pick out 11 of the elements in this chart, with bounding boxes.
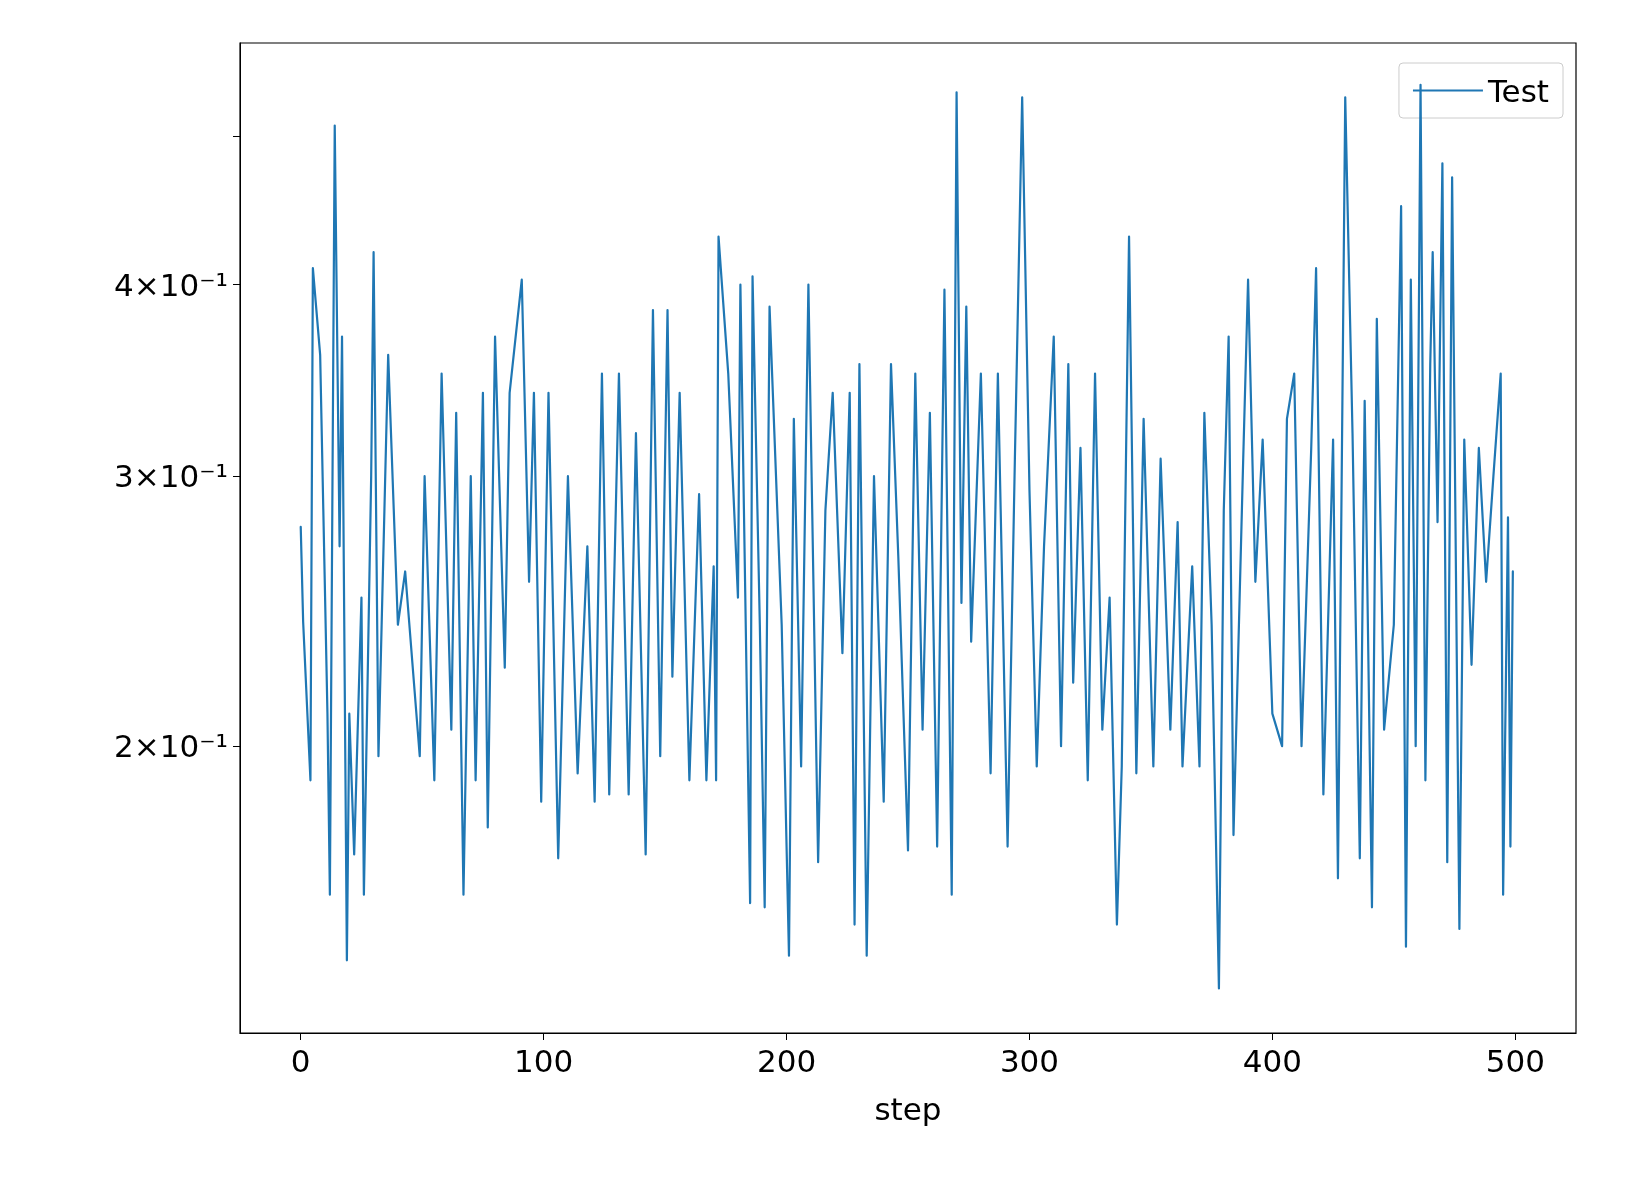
x-tick-label: 200 bbox=[756, 1042, 817, 1079]
x-tick-label: 300 bbox=[999, 1042, 1060, 1079]
x-tick-label: 0 bbox=[290, 1042, 311, 1079]
y-tick-label: 4×10⁻¹ bbox=[114, 266, 228, 303]
x-tick-label: 400 bbox=[1242, 1042, 1302, 1079]
x-tick-label: 500 bbox=[1485, 1042, 1545, 1079]
x-axis-title: step bbox=[874, 1090, 942, 1127]
legend-label: Test bbox=[1486, 72, 1549, 109]
x-tick-label: 100 bbox=[514, 1042, 574, 1079]
y-tick-label: 2×10⁻¹ bbox=[114, 728, 228, 765]
y-tick-label: 3×10⁻¹ bbox=[114, 458, 228, 495]
